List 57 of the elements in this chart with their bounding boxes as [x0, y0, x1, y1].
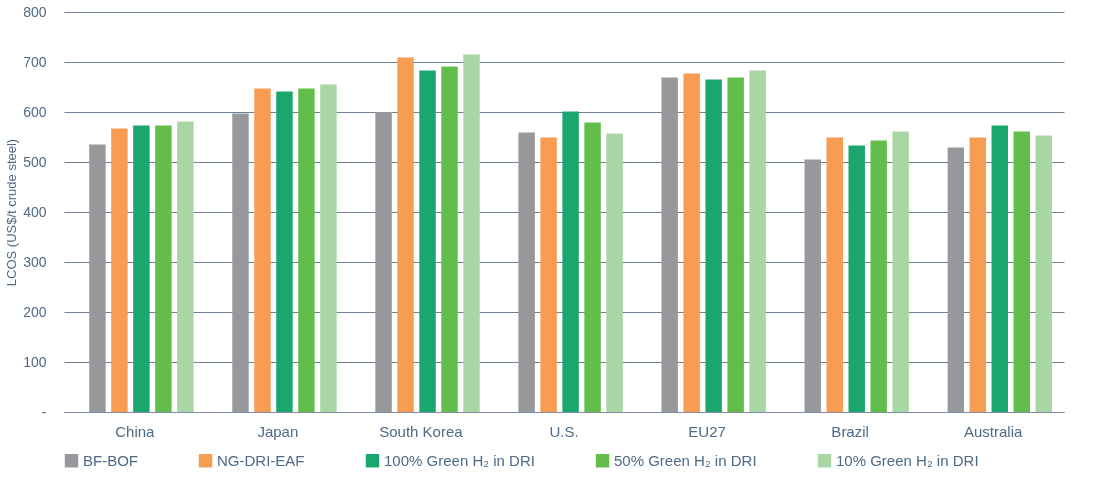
bar	[892, 131, 909, 412]
x-tick-label: EU27	[688, 422, 726, 440]
bar	[661, 77, 678, 412]
bar	[969, 137, 987, 412]
bar	[1035, 135, 1052, 412]
y-tick-label: 800	[23, 3, 47, 20]
y-tick-label: 400	[23, 203, 47, 220]
bar	[133, 125, 150, 412]
bar	[727, 77, 744, 412]
bar	[232, 113, 249, 412]
bar	[540, 137, 557, 412]
bar	[375, 112, 392, 412]
y-tick-label: 600	[23, 103, 47, 120]
bar	[804, 159, 821, 412]
x-tick-label: China	[115, 422, 156, 440]
x-tick-label: Brazil	[831, 422, 869, 440]
bar	[947, 147, 965, 412]
bar	[254, 88, 271, 412]
bar	[991, 125, 1008, 412]
bar	[89, 144, 106, 412]
bar	[177, 121, 194, 412]
legend-label: NG-DRI-EAF	[217, 451, 305, 469]
bar	[870, 140, 887, 412]
y-tick-label: 100	[23, 353, 47, 370]
legend-label: 50% Green H₂ in DRI	[614, 451, 757, 469]
y-tick-label: 500	[23, 153, 47, 170]
y-tick-label: 300	[23, 253, 47, 270]
bar	[584, 122, 601, 412]
bar	[518, 132, 535, 412]
legend-label: 10% Green H₂ in DRI	[836, 451, 979, 469]
x-tick-label: Japan	[257, 422, 299, 440]
bar	[606, 133, 623, 412]
bar	[320, 84, 337, 412]
y-tick-label: 700	[23, 53, 47, 70]
legend-label: BF-BOF	[83, 451, 138, 469]
y-axis-title: LCOS (US$/t crude steel)	[4, 138, 20, 287]
bar	[298, 88, 315, 412]
bar	[749, 70, 766, 412]
bar	[463, 54, 480, 412]
bar	[397, 57, 414, 412]
bar	[562, 111, 579, 412]
x-tick-label: South Korea	[379, 422, 464, 440]
bar	[848, 145, 865, 412]
bar	[705, 79, 722, 412]
bar	[419, 70, 436, 412]
bar	[441, 66, 458, 412]
x-tick-label: U.S.	[549, 422, 579, 440]
bar	[111, 128, 128, 412]
x-tick-label: Australia	[964, 422, 1024, 440]
y-tick-label: 200	[23, 303, 47, 320]
bar	[276, 91, 293, 412]
y-tick-label: -	[41, 403, 47, 420]
bar	[1013, 131, 1030, 412]
bar	[683, 73, 700, 412]
bar	[155, 125, 172, 412]
bar	[826, 137, 843, 412]
legend-label: 100% Green H₂ in DRI	[384, 451, 535, 469]
